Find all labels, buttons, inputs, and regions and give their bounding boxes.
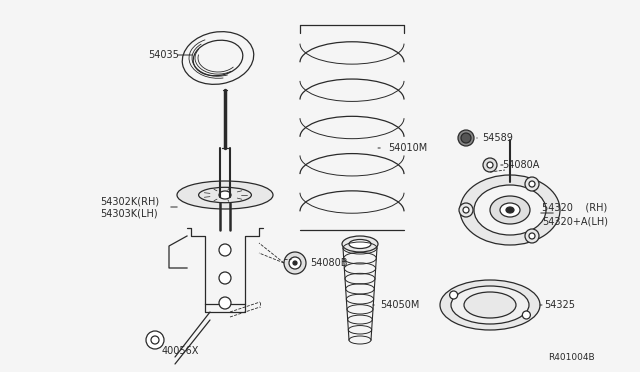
Circle shape — [459, 203, 473, 217]
Circle shape — [525, 229, 539, 243]
Text: 54302K(RH): 54302K(RH) — [100, 197, 159, 207]
Ellipse shape — [177, 181, 273, 209]
Ellipse shape — [460, 175, 560, 245]
Circle shape — [487, 162, 493, 168]
Text: 40056X: 40056X — [162, 346, 200, 356]
Text: 54325: 54325 — [544, 300, 575, 310]
Ellipse shape — [490, 196, 530, 224]
Text: 54010M: 54010M — [388, 143, 428, 153]
Circle shape — [458, 130, 474, 146]
Text: 54035: 54035 — [148, 50, 179, 60]
Circle shape — [461, 133, 471, 143]
Text: 54589: 54589 — [482, 133, 513, 143]
Text: R401004B: R401004B — [548, 353, 595, 362]
Text: 54050M: 54050M — [380, 300, 419, 310]
Text: 54320    (RH): 54320 (RH) — [542, 203, 607, 213]
Circle shape — [219, 297, 231, 309]
Ellipse shape — [342, 236, 378, 252]
Ellipse shape — [506, 207, 514, 213]
Circle shape — [463, 207, 469, 213]
Circle shape — [450, 291, 458, 299]
Ellipse shape — [440, 280, 540, 330]
Circle shape — [284, 252, 306, 274]
Circle shape — [293, 261, 297, 265]
Circle shape — [483, 158, 497, 172]
Circle shape — [525, 177, 539, 191]
Circle shape — [219, 272, 231, 284]
Circle shape — [529, 181, 535, 187]
Circle shape — [146, 331, 164, 349]
Circle shape — [289, 257, 301, 269]
Text: 54080B: 54080B — [310, 258, 348, 268]
Text: 54303K(LH): 54303K(LH) — [100, 208, 157, 218]
Circle shape — [529, 233, 535, 239]
Circle shape — [522, 311, 531, 319]
Ellipse shape — [451, 286, 529, 324]
Ellipse shape — [219, 191, 231, 199]
Ellipse shape — [474, 185, 546, 235]
Ellipse shape — [464, 292, 516, 318]
Ellipse shape — [500, 203, 520, 217]
Circle shape — [151, 336, 159, 344]
Circle shape — [219, 244, 231, 256]
Text: 54080A: 54080A — [502, 160, 540, 170]
Ellipse shape — [349, 240, 371, 248]
Text: 54320+A(LH): 54320+A(LH) — [542, 216, 608, 226]
